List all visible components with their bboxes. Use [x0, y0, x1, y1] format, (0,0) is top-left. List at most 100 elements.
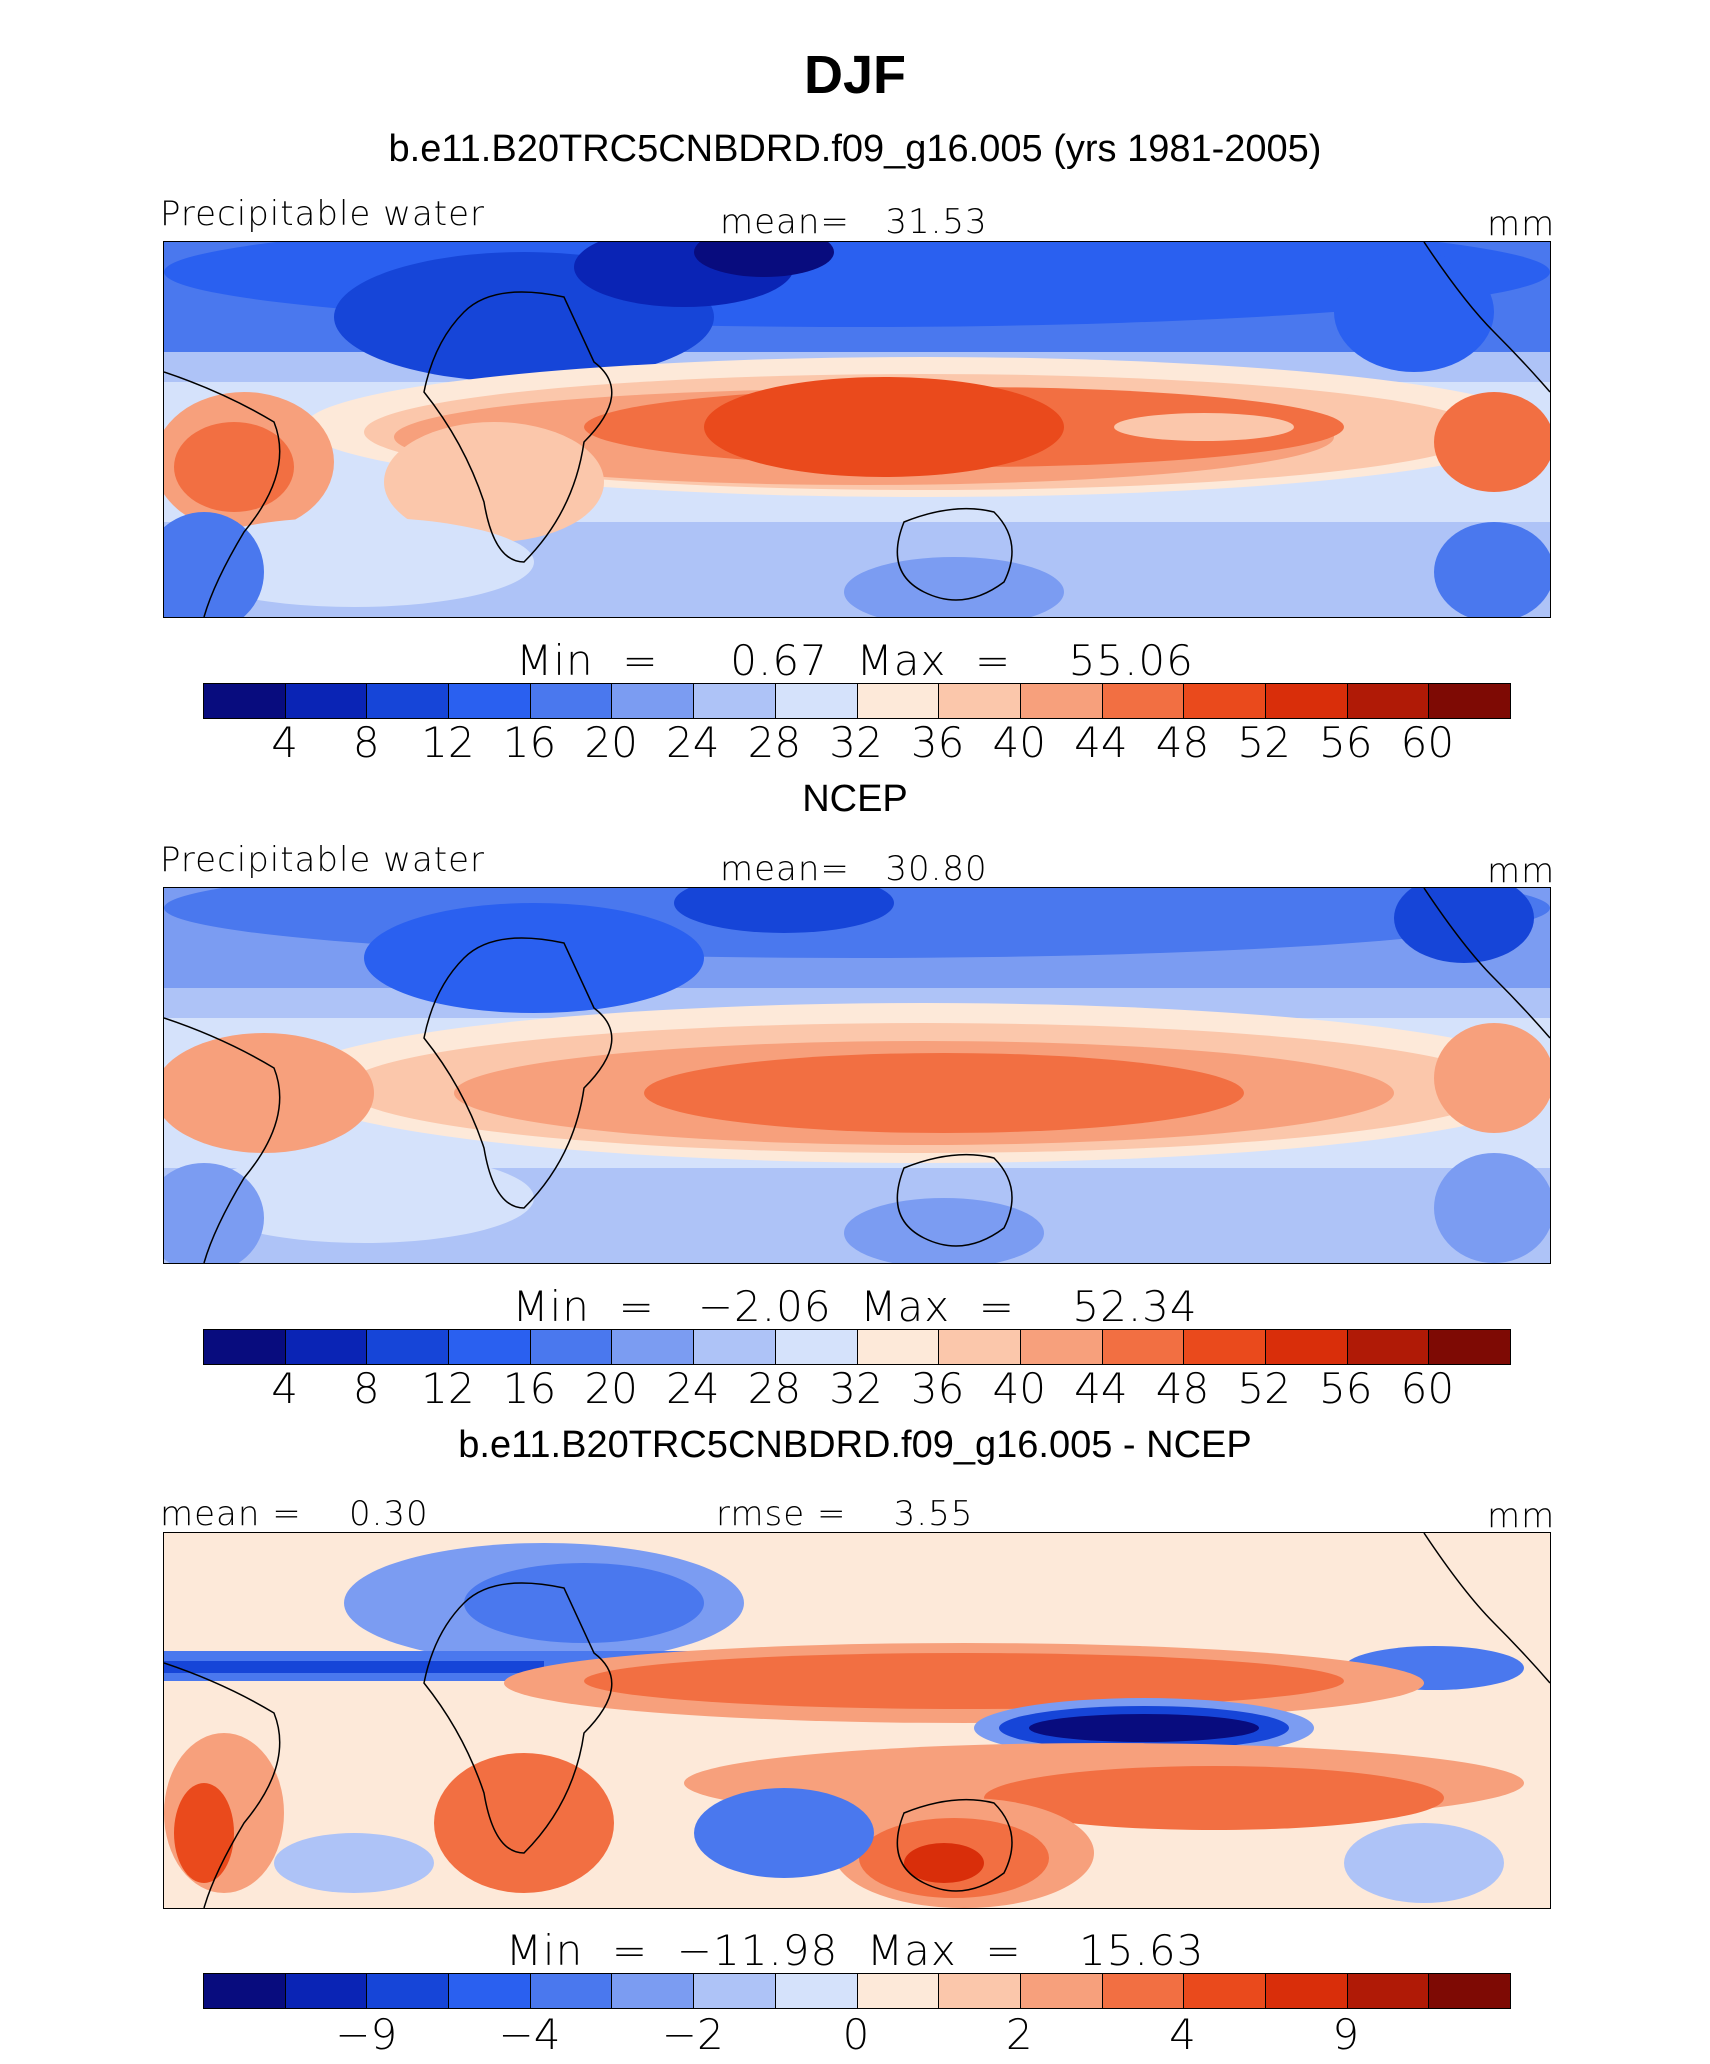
colorbar-cell: [449, 684, 531, 718]
colorbar-tick-label: 52: [1237, 1364, 1291, 1413]
colorbar-cell: [1429, 1330, 1510, 1364]
panel-1-units-label: mm: [1487, 204, 1556, 244]
panel-1-mean-label: mean= 31.53: [720, 202, 988, 242]
colorbar-cell: [1184, 684, 1266, 718]
colorbar-tick-label: 24: [666, 718, 720, 767]
colorbar-cell: [1347, 684, 1430, 718]
colorbar-cell: [1429, 1974, 1510, 2008]
colorbar-cell: [530, 1330, 613, 1364]
colorbar-cell: [449, 1330, 531, 1364]
panel-3-title: b.e11.B20TRC5CNBDRD.f09_g16.005 - NCEP: [458, 1424, 1252, 1466]
colorbar-tick-label: 8: [352, 718, 380, 767]
colorbar-tick-label: 40: [992, 1364, 1046, 1413]
colorbar-tick-label: 4: [271, 1364, 298, 1413]
colorbar-tick-label: 12: [421, 1364, 475, 1413]
panel-1-contour-field: [164, 242, 1550, 617]
panel-2-mean-label: mean= 30.80: [720, 849, 988, 889]
colorbar-cell: [939, 684, 1021, 718]
colorbar-tick-label: 36: [910, 718, 965, 767]
colorbar-cell: [1020, 1330, 1103, 1364]
panel-2-minmax: Min = −2.06 Max = 52.34: [512, 1282, 1198, 1331]
colorbar-cell: [204, 1330, 286, 1364]
colorbar-cell: [367, 1974, 450, 2008]
colorbar-tick-label: 12: [421, 718, 475, 767]
colorbar-tick-label: 28: [747, 718, 802, 767]
colorbar-cell: [857, 1330, 940, 1364]
colorbar-cell: [1429, 684, 1510, 718]
panel-3-units-label: mm: [1487, 1496, 1556, 1536]
colorbar-tick-label: 60: [1400, 718, 1455, 767]
colorbar-cell: [285, 1330, 368, 1364]
colorbar-tick-label: 0: [842, 2010, 870, 2059]
colorbar-cell: [612, 1330, 695, 1364]
colorbar-cell: [857, 1974, 940, 2008]
colorbar-cell: [857, 684, 940, 718]
panel-1-colorbar: [203, 683, 1511, 719]
panel-3-rmse-label: rmse = 3.55: [716, 1494, 974, 1534]
colorbar-cell: [1102, 1330, 1185, 1364]
colorbar-cell: [1265, 684, 1348, 718]
colorbar-cell: [775, 684, 858, 718]
colorbar-tick-label: 56: [1319, 718, 1373, 767]
colorbar-cell: [612, 684, 695, 718]
colorbar-tick-label: 48: [1155, 718, 1210, 767]
colorbar-tick-label: 44: [1074, 1364, 1128, 1413]
panel-3-colorbar-ticks: −9 −4 −2 0 2 4 9: [203, 2010, 1509, 2059]
colorbar-cell: [285, 684, 368, 718]
panel-2-map: [163, 887, 1551, 1264]
panel-2-colorbar-ticks: 4 8 12 16 20 24 28 32 36 40 44 48 52 56 60: [203, 1364, 1509, 1413]
colorbar-cell: [1265, 1974, 1348, 2008]
panel-2-colorbar: [203, 1329, 1511, 1365]
colorbar-tick-label: 44: [1074, 718, 1128, 767]
colorbar-cell: [1347, 1974, 1430, 2008]
colorbar-cell: [204, 1974, 286, 2008]
figure-title: DJF: [803, 45, 906, 105]
colorbar-cell: [1184, 1330, 1266, 1364]
colorbar-tick-label: 8: [352, 1364, 380, 1413]
panel-1-title: b.e11.B20TRC5CNBDRD.f09_g16.005 (yrs 198…: [388, 128, 1322, 170]
panel-3-map: [163, 1532, 1551, 1909]
colorbar-cell: [939, 1974, 1021, 2008]
colorbar-cell: [612, 1974, 695, 2008]
colorbar-cell: [775, 1974, 858, 2008]
colorbar-tick-label: 16: [502, 718, 557, 767]
colorbar-cell: [694, 1330, 776, 1364]
colorbar-cell: [775, 1330, 858, 1364]
colorbar-cell: [367, 1330, 450, 1364]
colorbar-tick-label: −2: [661, 2010, 724, 2059]
colorbar-tick-label: 2: [1005, 2010, 1033, 2059]
colorbar-cell: [1265, 1330, 1348, 1364]
panel-1-minmax: Min = 0.67 Max = 55.06: [516, 636, 1194, 685]
colorbar-cell: [694, 1974, 776, 2008]
panel-3-minmax: Min = −11.98 Max = 15.63: [505, 1926, 1205, 1975]
colorbar-tick-label: 16: [502, 1364, 557, 1413]
colorbar-cell: [1184, 1974, 1266, 2008]
colorbar-cell: [1020, 684, 1103, 718]
colorbar-tick-label: −4: [498, 2010, 561, 2059]
colorbar-tick-label: 20: [584, 1364, 638, 1413]
colorbar-tick-label: 52: [1237, 718, 1291, 767]
panel-2-contour-field: [164, 888, 1550, 1263]
colorbar-cell: [530, 1974, 613, 2008]
colorbar-tick-label: 28: [747, 1364, 802, 1413]
colorbar-tick-label: 36: [910, 1364, 965, 1413]
panel-3-contour-field: [164, 1533, 1550, 1908]
panel-3-colorbar: [203, 1973, 1511, 2009]
colorbar-tick-label: 48: [1155, 1364, 1210, 1413]
colorbar-cell: [1347, 1330, 1430, 1364]
colorbar-tick-label: 32: [829, 718, 883, 767]
colorbar-cell: [530, 684, 613, 718]
colorbar-tick-label: 24: [666, 1364, 720, 1413]
colorbar-tick-label: 4: [1169, 2010, 1196, 2059]
colorbar-tick-label: 4: [271, 718, 298, 767]
colorbar-cell: [449, 1974, 531, 2008]
colorbar-tick-label: −9: [335, 2010, 398, 2059]
colorbar-tick-label: 60: [1400, 1364, 1455, 1413]
colorbar-tick-label: 32: [829, 1364, 883, 1413]
panel-3-mean-label: mean = 0.30: [160, 1494, 429, 1534]
colorbar-tick-label: 9: [1332, 2010, 1360, 2059]
colorbar-cell: [1020, 1974, 1103, 2008]
panel-1-variable-label: Precipitable water: [160, 194, 486, 234]
colorbar-cell: [939, 1330, 1021, 1364]
colorbar-cell: [694, 684, 776, 718]
